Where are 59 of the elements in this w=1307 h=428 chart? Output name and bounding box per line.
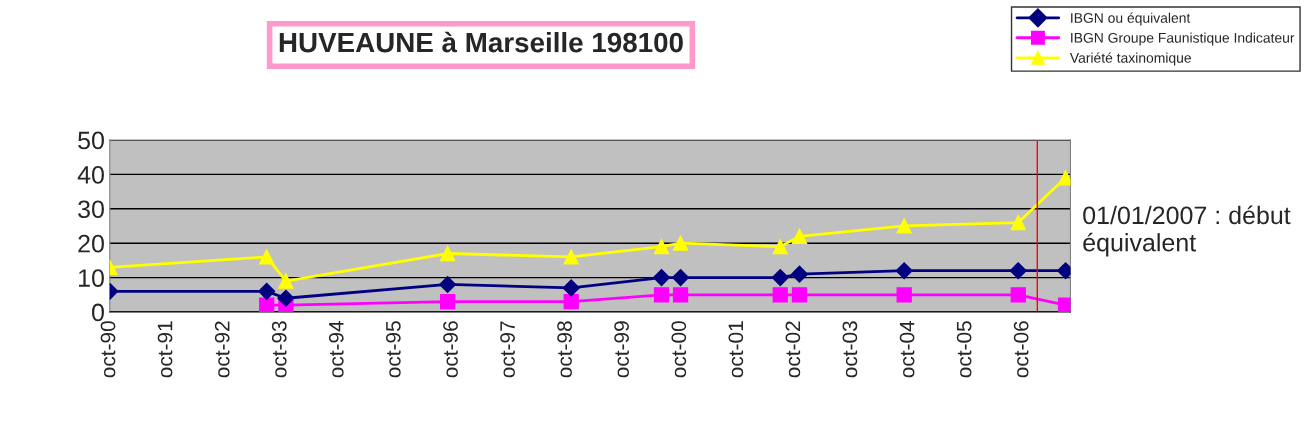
ref-line-label: 01/01/2007 : début équivalent (1083, 205, 1291, 257)
point (259, 249, 275, 265)
x-tick-label: oct-92 (214, 321, 230, 378)
x-tick-label: oct-03 (842, 321, 858, 378)
point (1009, 262, 1027, 280)
point (672, 269, 690, 287)
point (278, 273, 294, 289)
point (771, 269, 789, 287)
x-tick-label: oct-98 (557, 321, 572, 378)
x-tick-label: oct-05 (956, 321, 972, 378)
y-tick-label: 0 (92, 303, 104, 322)
point (258, 282, 276, 300)
point (791, 287, 808, 303)
x-tick-label: oct-93 (271, 321, 287, 378)
x-tick-label: oct-01 (728, 321, 744, 378)
x-tick-label: oct-04 (899, 320, 915, 378)
point (439, 294, 456, 310)
point (439, 245, 456, 262)
point (772, 287, 788, 303)
x-tick-label: oct-95 (385, 321, 401, 378)
x-tick-label: oct-94 (328, 320, 344, 378)
legend-label: Variété taxinomique (1069, 52, 1191, 66)
point (1010, 214, 1026, 231)
point (672, 287, 689, 303)
legend-label: IBGN ou équivalent (1071, 12, 1191, 26)
point (277, 289, 295, 307)
point (896, 287, 912, 303)
chart-title: HUVEAUNE à Marseille 198100 (279, 31, 683, 53)
point (896, 218, 912, 234)
x-tick-label: oct-90 (100, 321, 116, 378)
y-tick-label: 50 (78, 131, 104, 150)
point (563, 294, 579, 310)
x-tick-label: oct-97 (500, 321, 515, 378)
point (672, 235, 689, 251)
point (439, 275, 457, 294)
point (772, 238, 788, 255)
point (895, 262, 913, 280)
y-tick-label: 20 (78, 234, 104, 253)
point (790, 265, 809, 283)
y-tick-label: 30 (78, 200, 104, 219)
x-tick-label: oct-99 (614, 321, 629, 378)
x-tick-label: oct-02 (785, 321, 801, 378)
x-tick-label: oct-06 (1013, 321, 1029, 378)
point (562, 279, 580, 297)
point (1057, 170, 1071, 186)
x-tick-label: oct-96 (443, 321, 458, 378)
y-tick-label: 10 (79, 269, 104, 287)
point (1057, 297, 1071, 313)
point (652, 269, 671, 287)
y-tick-label: 40 (77, 165, 104, 184)
point (653, 238, 670, 255)
x-tick-label: oct-00 (671, 321, 687, 378)
point (563, 249, 579, 265)
point (653, 287, 670, 303)
legend-label: IBGN Groupe Faunistique Indicateur (1071, 32, 1295, 46)
point (1010, 287, 1026, 303)
point (791, 228, 808, 244)
x-tick-label: oct-91 (157, 321, 173, 378)
point (259, 297, 275, 313)
